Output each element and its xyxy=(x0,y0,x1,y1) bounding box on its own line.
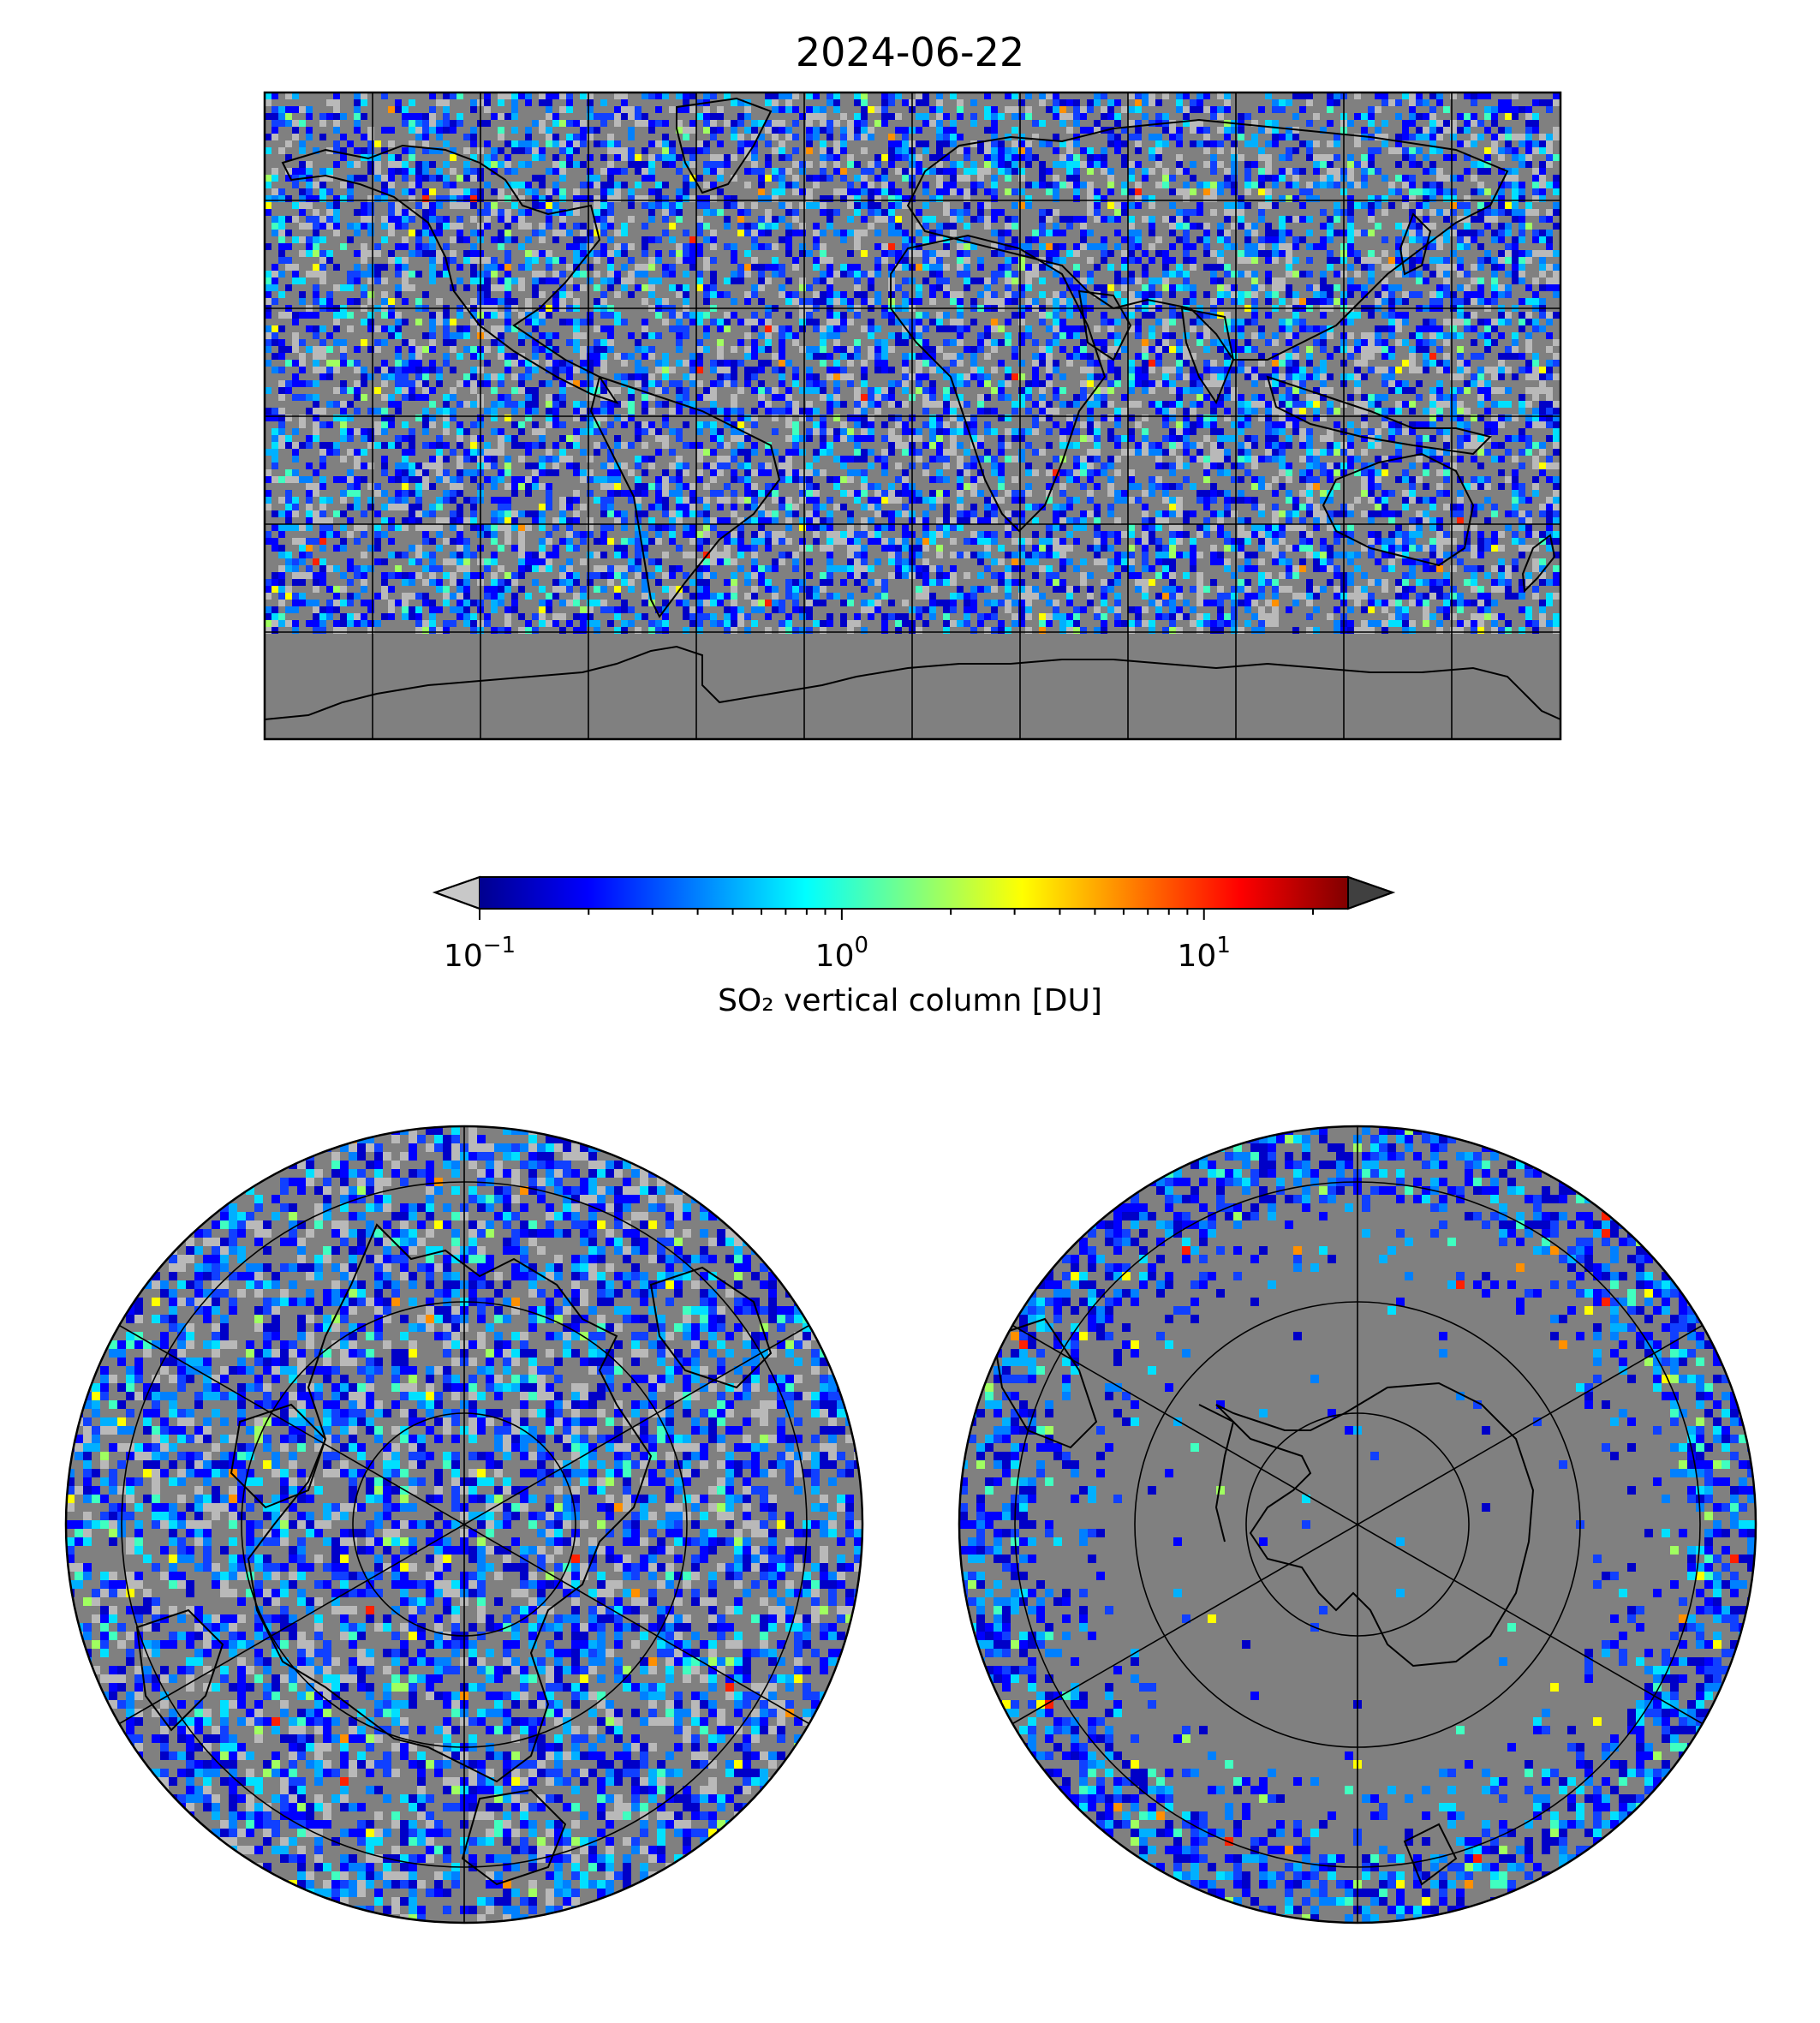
global-map-frame xyxy=(263,91,1562,741)
coastline-eurasia xyxy=(906,118,1509,361)
colorbar-over-extend xyxy=(1347,875,1395,910)
polar-meridian xyxy=(1008,1322,1707,1727)
coastline-antarctic-peninsula xyxy=(1198,1404,1235,1543)
colorbar-under-extend xyxy=(433,875,480,910)
coastline-asia-south xyxy=(461,1788,567,1886)
coastline-south-america xyxy=(589,375,781,618)
map-title: 2024-06-22 xyxy=(795,29,1025,75)
polar-meridian xyxy=(115,1322,814,1727)
coastline-south-america-polar xyxy=(992,1317,1098,1449)
coastline-japan xyxy=(1399,212,1432,276)
colorbar: 10−1 100 101 xyxy=(433,875,1395,974)
coastline-greenland xyxy=(676,97,773,194)
coastline-india xyxy=(1180,307,1235,405)
south-polar-map xyxy=(958,1125,1757,1925)
global-gridlines xyxy=(265,92,1560,739)
global-map xyxy=(263,91,1562,741)
coastline-north-america xyxy=(281,144,619,404)
coastline-antarctica-polar xyxy=(1215,1381,1535,1668)
coastline-arctic-continents xyxy=(247,1223,653,1783)
south-polar-gridlines xyxy=(1008,1126,1707,1923)
coastline-scandinavia xyxy=(135,1608,224,1732)
coastline-arabia xyxy=(1077,289,1132,361)
north-polar-coastlines xyxy=(135,1223,773,1886)
south-polar-frame xyxy=(958,1125,1757,1925)
global-data-layer xyxy=(265,92,1560,634)
coastline-indonesia xyxy=(1266,375,1492,456)
north-polar-frame xyxy=(64,1125,864,1925)
north-polar-gridlines xyxy=(115,1126,814,1923)
north-polar-map xyxy=(64,1125,864,1925)
colorbar-tick-label: 101 xyxy=(1178,933,1231,974)
colorbar-gradient xyxy=(480,877,1348,909)
colorbar-tick-label: 10−1 xyxy=(444,933,516,974)
coastline-new-zealand xyxy=(1521,534,1556,594)
colorbar-tick-label: 100 xyxy=(815,933,868,974)
colorbar-tick-labels: 10−1 100 101 xyxy=(444,933,1231,974)
coastline-greenland-polar xyxy=(230,1403,327,1509)
coastline-alaska xyxy=(649,1266,773,1389)
colorbar-ticks xyxy=(479,909,1315,920)
coastline-antarctica xyxy=(265,645,1560,720)
south-polar-coastlines xyxy=(992,1317,1535,1886)
colorbar-label: SO₂ vertical column [DU] xyxy=(718,983,1102,1018)
coastline-new-zealand-polar xyxy=(1403,1823,1458,1886)
